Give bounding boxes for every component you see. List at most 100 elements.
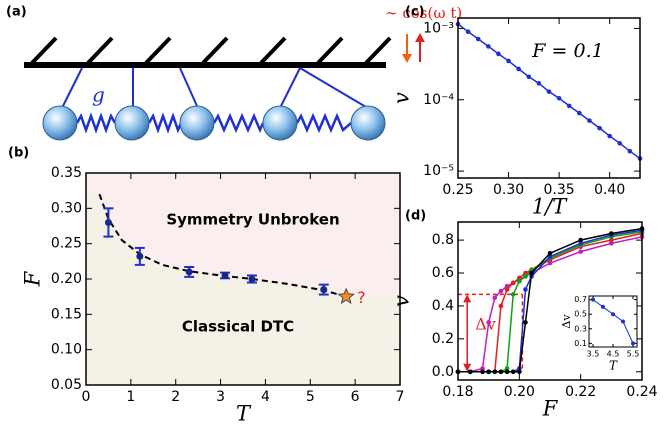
point [609,231,614,236]
point [320,286,328,294]
x-tick-label: 0.18 [442,384,473,400]
y-tick-label: 0.2 [432,331,454,347]
diagram: (a) g ∼ cos(ω t) [6,4,462,141]
hatches [30,36,392,65]
annotation: F = 0.1 [531,40,603,62]
line [98,193,347,298]
x-tick-label: 0.22 [565,384,596,400]
point [486,44,491,49]
panel-label: (b) [8,146,29,161]
y-tick-label: 0.7 [574,295,587,304]
point [607,133,612,139]
point [621,319,625,324]
x-tick-label: 4.5 [607,350,620,359]
inset-y-label: Δv [560,314,573,329]
point [104,218,112,226]
point [475,36,481,42]
x-tick-label: 0.25 [442,182,473,198]
y-tick-label: 10⁻⁴ [423,92,454,108]
point [492,295,498,301]
point [587,118,592,123]
point [597,125,602,131]
y-tick-label: 0.6 [432,265,454,281]
point [480,369,485,375]
x-axis-label: F [542,397,559,421]
x-axis-label: T [236,402,252,424]
point [498,369,504,375]
y-tick-label: 10⁻⁵ [423,163,454,179]
point [517,275,522,281]
point [517,369,522,375]
point [601,304,605,309]
point [536,81,542,86]
x-tick-label: 0.40 [594,182,625,198]
y-tick-label: 0.0 [432,364,454,380]
region-lower [86,194,400,385]
y-tick-label: 0.1 [574,339,587,348]
point [577,110,582,116]
point [526,74,532,80]
point [506,58,511,64]
region-label: Symmetry Unbroken [166,211,339,229]
point [578,249,583,254]
drive-arrows [402,33,425,63]
couplings [61,67,367,109]
point [510,369,516,375]
x-tick-label: 0.20 [504,384,535,400]
y-tick-label: 0.10 [51,342,82,358]
point [492,369,498,375]
point [609,241,614,246]
point [578,237,583,243]
x-tick-label: 1 [126,389,135,405]
point [465,29,471,34]
y-tick-label: 0.3 [574,324,587,333]
point [591,297,595,302]
point [523,287,528,292]
x-tick-label: 0.35 [544,182,575,198]
x-tick-label: 6 [351,389,360,405]
y-tick-label: 0.35 [51,165,82,181]
point [221,271,229,279]
y-tick-label: 10⁻³ [423,20,454,36]
y-tick-label: 0.20 [51,271,82,287]
point [185,268,193,276]
point [496,51,501,57]
point [631,341,635,346]
inset-bg [589,296,637,347]
x-axis-label: 1/T [532,195,568,219]
point [467,369,473,375]
point [486,320,491,325]
delta-label: Δv [475,315,496,334]
point [547,250,553,256]
point [627,148,633,154]
point [556,95,562,101]
x-tick-label: 3 [216,389,225,405]
point [504,287,510,292]
x-tick-label: 4 [261,389,270,405]
point [498,303,504,309]
coupling-label: g [92,83,105,107]
plot-frame [85,172,401,386]
point [578,241,583,246]
region-label: Classical DTC [182,318,294,336]
y-tick-label: 0.5 [574,310,587,319]
y-tick-label: 0.25 [51,236,82,252]
point [480,366,485,371]
y-tick-label: 0.8 [432,232,454,248]
point [517,278,522,284]
wall [24,62,386,68]
point [609,237,614,243]
x-tick-label: 5.5 [627,350,640,359]
point [136,252,144,260]
inset-x-label: T [609,359,618,373]
point [523,274,528,279]
y-axis-label: F [21,270,45,287]
x-tick-label: 0.30 [493,182,524,198]
star [337,287,355,305]
point [523,320,528,325]
panel-label: (c) [405,5,425,20]
point [248,275,256,283]
arrow-head [463,363,472,372]
y-tick-label: 0.05 [51,377,82,393]
